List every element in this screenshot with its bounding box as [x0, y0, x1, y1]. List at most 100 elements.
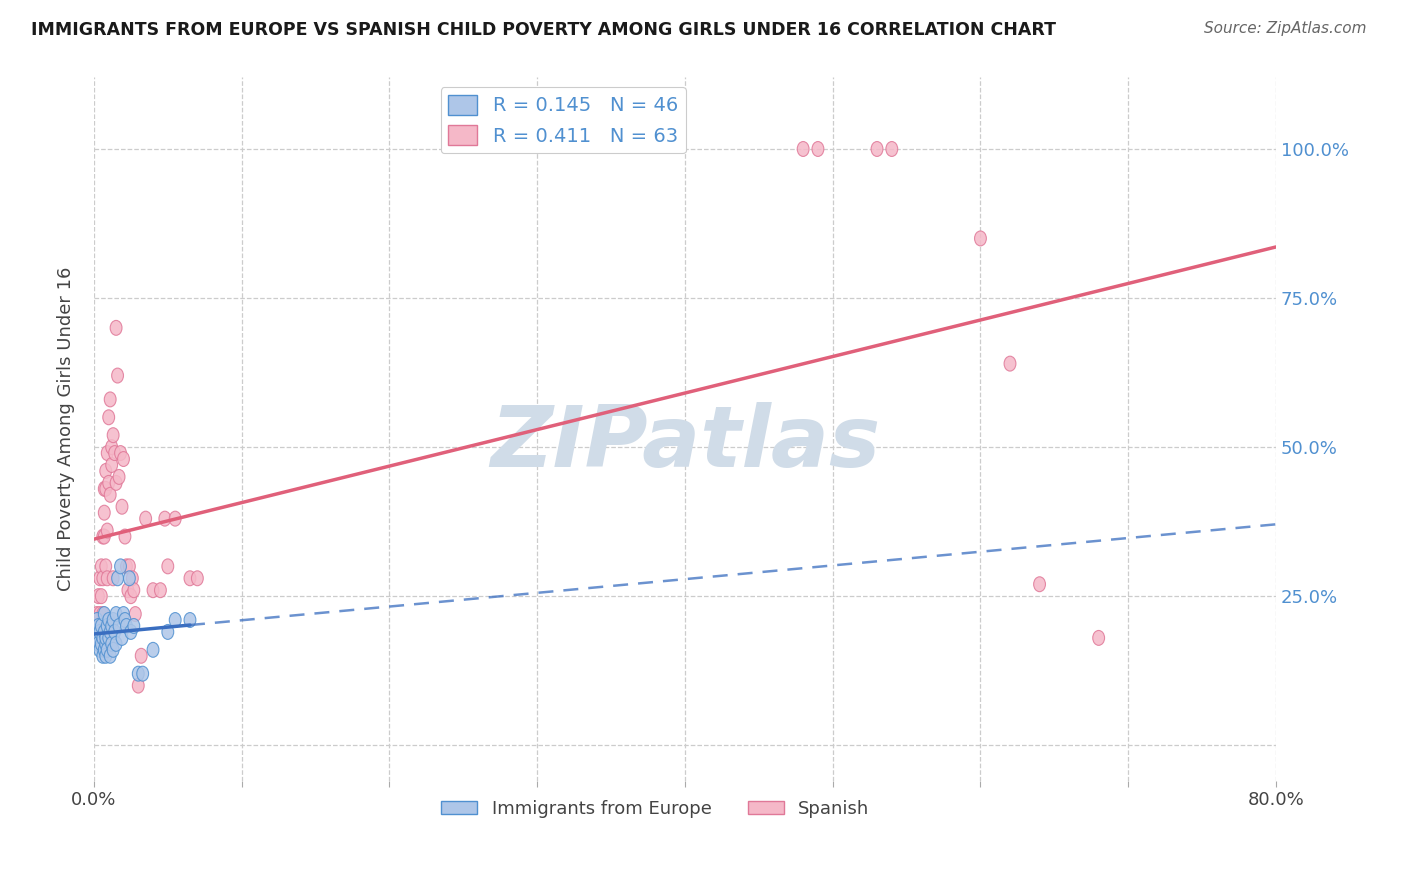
Ellipse shape [136, 666, 149, 681]
Ellipse shape [101, 446, 112, 460]
Ellipse shape [93, 613, 104, 627]
Y-axis label: Child Poverty Among Girls Under 16: Child Poverty Among Girls Under 16 [58, 267, 75, 591]
Ellipse shape [872, 142, 883, 156]
Ellipse shape [886, 142, 897, 156]
Ellipse shape [117, 500, 128, 514]
Ellipse shape [105, 458, 118, 473]
Ellipse shape [98, 607, 110, 622]
Ellipse shape [100, 464, 111, 478]
Ellipse shape [110, 320, 122, 335]
Ellipse shape [132, 678, 145, 693]
Ellipse shape [132, 666, 145, 681]
Ellipse shape [120, 613, 131, 627]
Ellipse shape [148, 582, 159, 598]
Ellipse shape [128, 618, 139, 633]
Ellipse shape [121, 559, 132, 574]
Ellipse shape [121, 618, 132, 633]
Ellipse shape [94, 624, 105, 640]
Ellipse shape [115, 559, 127, 574]
Ellipse shape [101, 642, 112, 657]
Ellipse shape [104, 648, 117, 664]
Ellipse shape [184, 613, 195, 627]
Text: IMMIGRANTS FROM EUROPE VS SPANISH CHILD POVERTY AMONG GIRLS UNDER 16 CORRELATION: IMMIGRANTS FROM EUROPE VS SPANISH CHILD … [31, 21, 1056, 38]
Ellipse shape [155, 582, 166, 598]
Ellipse shape [103, 613, 115, 627]
Ellipse shape [127, 571, 138, 586]
Ellipse shape [129, 607, 141, 622]
Ellipse shape [97, 607, 108, 622]
Ellipse shape [118, 607, 129, 622]
Ellipse shape [107, 642, 120, 657]
Ellipse shape [1004, 356, 1017, 371]
Ellipse shape [96, 618, 107, 633]
Ellipse shape [97, 631, 108, 645]
Ellipse shape [110, 475, 122, 491]
Ellipse shape [108, 624, 121, 640]
Ellipse shape [100, 631, 111, 645]
Text: Source: ZipAtlas.com: Source: ZipAtlas.com [1204, 21, 1367, 36]
Ellipse shape [125, 589, 136, 604]
Ellipse shape [98, 482, 110, 496]
Ellipse shape [191, 571, 204, 586]
Ellipse shape [124, 559, 135, 574]
Ellipse shape [94, 607, 105, 622]
Ellipse shape [93, 618, 104, 633]
Ellipse shape [101, 618, 112, 633]
Ellipse shape [98, 642, 110, 657]
Ellipse shape [94, 571, 105, 586]
Ellipse shape [115, 446, 127, 460]
Ellipse shape [1033, 577, 1046, 591]
Ellipse shape [93, 636, 104, 651]
Ellipse shape [184, 571, 195, 586]
Ellipse shape [90, 631, 101, 645]
Ellipse shape [107, 613, 120, 627]
Ellipse shape [108, 446, 121, 460]
Ellipse shape [97, 648, 108, 664]
Ellipse shape [90, 624, 101, 640]
Ellipse shape [813, 142, 824, 156]
Ellipse shape [96, 589, 107, 604]
Ellipse shape [91, 631, 103, 645]
Ellipse shape [1092, 631, 1105, 645]
Ellipse shape [98, 505, 110, 520]
Ellipse shape [148, 642, 159, 657]
Ellipse shape [100, 648, 111, 664]
Ellipse shape [98, 529, 110, 544]
Ellipse shape [98, 624, 110, 640]
Ellipse shape [96, 559, 107, 574]
Legend: Immigrants from Europe, Spanish: Immigrants from Europe, Spanish [434, 792, 877, 825]
Ellipse shape [101, 523, 112, 538]
Ellipse shape [103, 475, 115, 491]
Ellipse shape [91, 624, 103, 640]
Ellipse shape [105, 618, 118, 633]
Ellipse shape [125, 624, 136, 640]
Ellipse shape [94, 642, 105, 657]
Ellipse shape [122, 582, 134, 598]
Ellipse shape [105, 636, 118, 651]
Ellipse shape [107, 428, 120, 442]
Ellipse shape [139, 511, 152, 526]
Ellipse shape [169, 511, 181, 526]
Ellipse shape [91, 607, 103, 622]
Ellipse shape [104, 624, 117, 640]
Ellipse shape [112, 469, 125, 484]
Ellipse shape [169, 613, 181, 627]
Ellipse shape [100, 636, 111, 651]
Ellipse shape [104, 487, 117, 502]
Ellipse shape [110, 607, 122, 622]
Ellipse shape [162, 624, 174, 640]
Ellipse shape [97, 529, 108, 544]
Ellipse shape [101, 571, 112, 586]
Ellipse shape [118, 451, 129, 467]
Ellipse shape [974, 231, 987, 246]
Ellipse shape [117, 631, 128, 645]
Ellipse shape [162, 559, 174, 574]
Ellipse shape [93, 589, 104, 604]
Ellipse shape [135, 648, 148, 664]
Ellipse shape [100, 482, 111, 496]
Ellipse shape [91, 613, 103, 627]
Ellipse shape [103, 631, 115, 645]
Ellipse shape [103, 409, 115, 425]
Ellipse shape [112, 618, 125, 633]
Ellipse shape [128, 582, 139, 598]
